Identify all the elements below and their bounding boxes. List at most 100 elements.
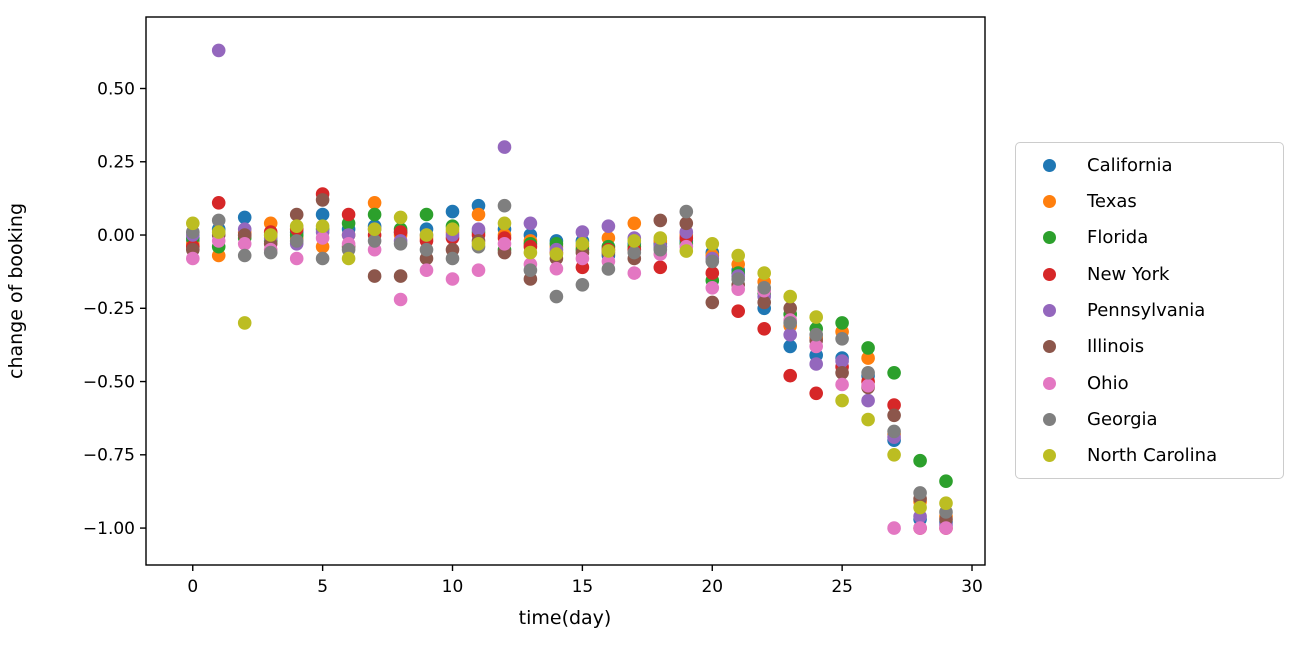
data-point (419, 207, 434, 222)
legend-item: Florida (1016, 221, 1283, 255)
legend-item-label: Georgia (1087, 408, 1158, 430)
data-point (523, 263, 538, 278)
x-tick-label: 5 (317, 577, 328, 597)
data-point (445, 272, 460, 286)
data-point (861, 393, 875, 408)
y-tick-label: −1.00 (83, 519, 135, 539)
data-point (653, 213, 668, 228)
data-point (549, 261, 564, 276)
data-point (237, 237, 252, 251)
data-point (731, 304, 745, 319)
x-tick-label: 10 (442, 577, 464, 597)
data-point (211, 196, 226, 210)
legend-item: New York (1016, 257, 1283, 291)
data-point (809, 327, 823, 342)
data-point (419, 228, 434, 242)
data-point (653, 231, 668, 245)
x-tick-label: 15 (572, 577, 594, 597)
data-point (861, 341, 875, 355)
legend-item: Illinois (1016, 330, 1283, 364)
data-point (393, 210, 408, 225)
data-point (679, 216, 694, 231)
legend-item-label: New York (1087, 263, 1170, 285)
legend-item: Ohio (1016, 366, 1283, 400)
legend-item-label: Florida (1087, 227, 1149, 249)
data-point (731, 272, 745, 286)
data-point (913, 453, 927, 468)
data-point (471, 207, 486, 222)
legend-item-label: North Carolina (1087, 445, 1218, 467)
legend-marker-icon (1043, 194, 1056, 208)
data-point (861, 366, 875, 380)
data-point (289, 219, 304, 233)
data-point (186, 251, 200, 266)
data-point (757, 322, 771, 336)
data-point (835, 377, 849, 392)
y-tick-label: −0.25 (83, 299, 135, 319)
data-point (419, 263, 434, 278)
data-point (601, 244, 616, 258)
data-point (783, 339, 797, 354)
data-point (705, 254, 720, 269)
data-point (497, 198, 512, 213)
data-point (809, 310, 823, 324)
data-point (913, 521, 927, 535)
data-point (887, 408, 901, 423)
data-point (887, 521, 901, 535)
data-point (289, 251, 304, 266)
data-point (757, 281, 771, 295)
data-point (783, 301, 797, 316)
data-point (237, 248, 252, 263)
legend-item-label: Illinois (1087, 336, 1145, 358)
data-point (289, 207, 304, 222)
data-point (783, 316, 797, 330)
data-point (627, 216, 642, 231)
y-tick-label: −0.50 (83, 372, 135, 392)
y-axis-title: change of booking (5, 203, 27, 379)
data-point (705, 237, 720, 251)
data-point (809, 386, 823, 401)
data-point (237, 316, 252, 330)
data-point (679, 244, 694, 258)
legend-marker-icon (1043, 376, 1056, 390)
data-point (186, 216, 200, 231)
data-point (835, 316, 849, 330)
data-point (445, 251, 460, 266)
legend-marker-icon (1043, 303, 1056, 317)
y-tick-label: 0.00 (97, 226, 135, 246)
data-point (731, 248, 745, 263)
data-point (549, 289, 564, 304)
data-point (601, 262, 616, 276)
data-point (679, 204, 694, 219)
scatter-points (186, 43, 953, 535)
data-point (627, 266, 642, 280)
legend-marker-icon (1043, 231, 1056, 245)
data-point (809, 357, 823, 371)
data-point (835, 366, 849, 380)
x-tick-label: 20 (701, 577, 723, 597)
data-point (419, 242, 434, 257)
legend-item-label: Ohio (1087, 372, 1129, 394)
data-point (367, 196, 382, 210)
axis-ticks: 0.50 0.25 0.00 −0.25 −0.50 −0.75 −1.00 0 5 10 15 20… (83, 79, 983, 597)
legend-item: Pennsylvania (1016, 293, 1283, 327)
data-point (835, 393, 849, 408)
data-point (887, 398, 901, 412)
data-point (783, 368, 797, 383)
data-point (757, 266, 771, 280)
data-point (627, 245, 642, 260)
data-point (575, 251, 590, 266)
data-point (263, 245, 278, 260)
data-point (653, 260, 668, 275)
legend: California Texas Florida New York Pennsylvan… (1015, 142, 1284, 479)
data-point (315, 251, 330, 266)
x-tick-label: 0 (187, 577, 198, 597)
data-point (315, 193, 330, 207)
legend-item: Texas (1016, 184, 1283, 218)
data-point (861, 412, 875, 427)
data-point (575, 278, 590, 292)
data-point (887, 448, 901, 462)
x-tick-label: 30 (961, 577, 983, 597)
data-point (809, 339, 823, 354)
